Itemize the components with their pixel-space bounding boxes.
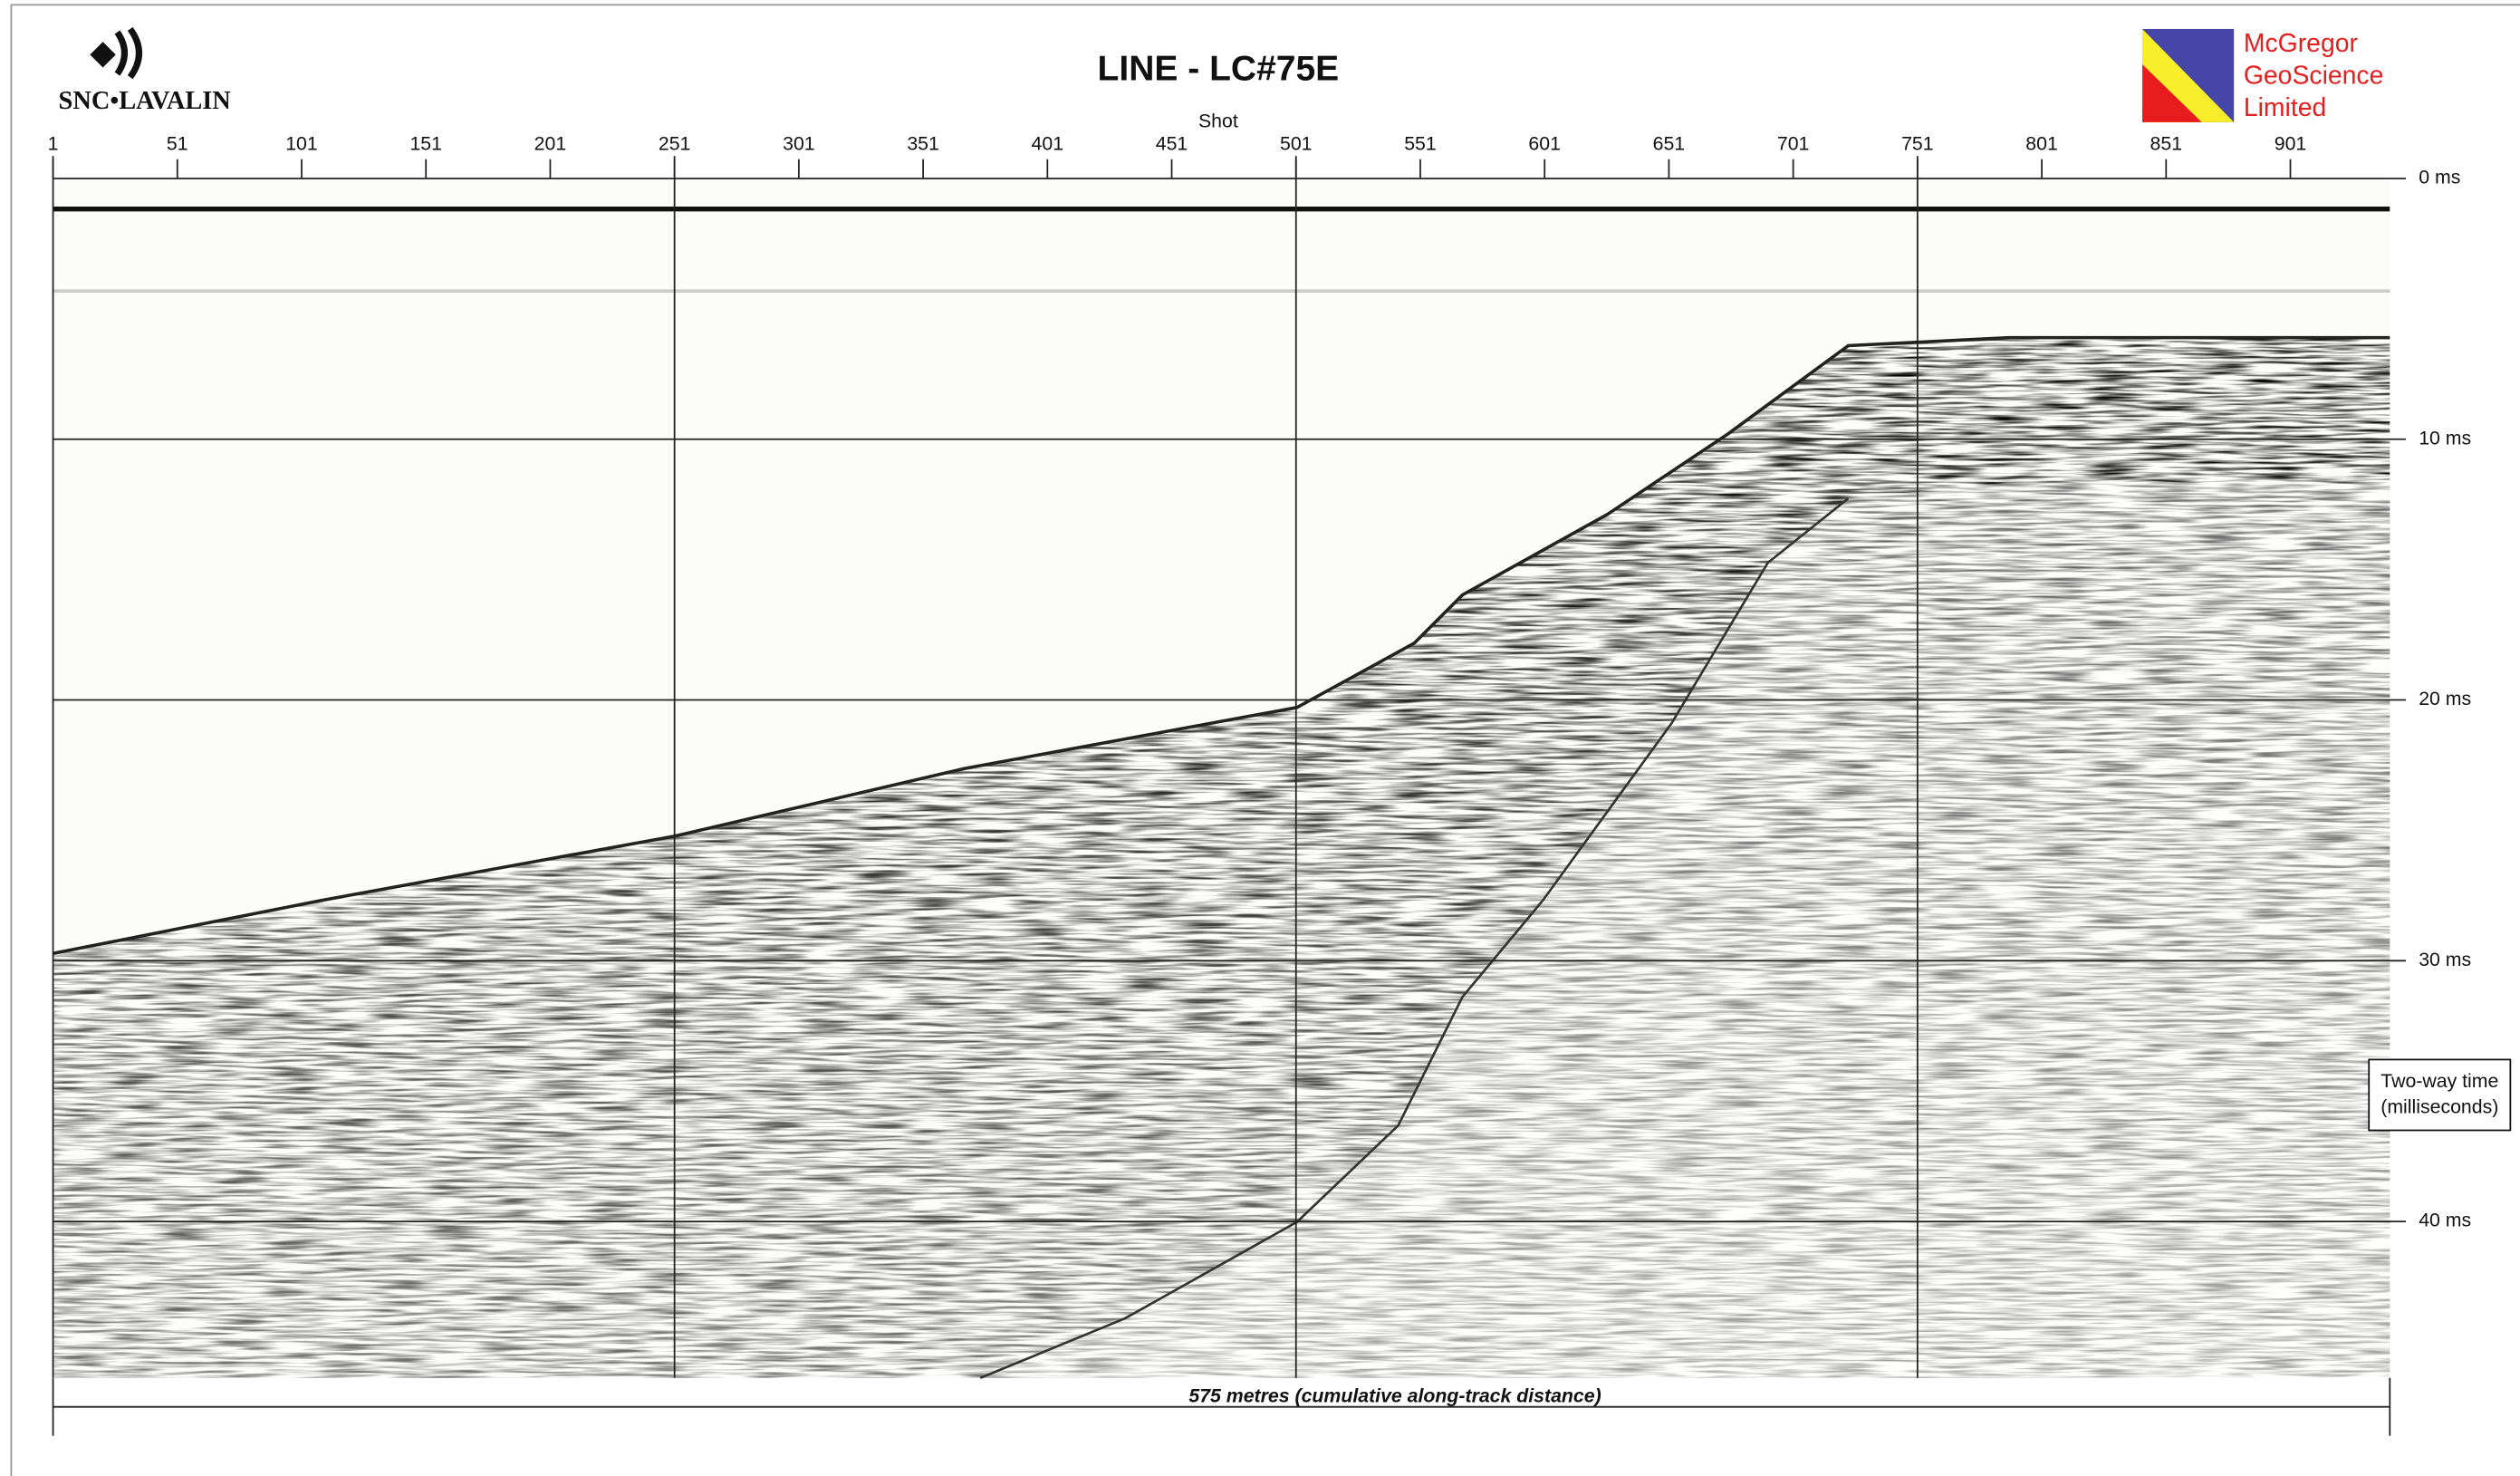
basement-shade: [980, 482, 2390, 1378]
x-tick-label: 351: [907, 132, 939, 154]
logo-text: McGregor: [2244, 29, 2358, 58]
x-tick-label: 701: [1777, 132, 1810, 154]
y-tick-label: 0 ms: [2419, 167, 2460, 188]
y-tick-label: 30 ms: [2419, 949, 2471, 970]
y-label-box: [2368, 1058, 2512, 1132]
x-tick-label: 51: [167, 132, 188, 154]
x-tick-label: 301: [783, 132, 815, 154]
x-tick-label: 401: [1032, 132, 1064, 154]
page-frame: [10, 4, 2520, 1476]
snc-logo: SNC•LAVALIN: [59, 26, 232, 115]
x-tick-label: 751: [1901, 132, 1934, 154]
x-tick-label: 851: [2150, 132, 2183, 154]
scale-bar-label: 575 metres (cumulative along-track dista…: [1188, 1385, 1601, 1407]
y-tick-label: 20 ms: [2419, 688, 2471, 709]
x-tick-label: 151: [409, 132, 442, 154]
y-axis-label: (milliseconds): [2381, 1095, 2498, 1117]
x-axis-label: Shot: [1198, 110, 1238, 131]
x-tick-label: 801: [2025, 132, 2058, 154]
x-tick-label: 601: [1528, 132, 1561, 154]
x-tick-label: 901: [2275, 132, 2307, 154]
x-tick-label: 651: [1653, 132, 1686, 154]
x-tick-label: 251: [659, 132, 691, 154]
logo-text: GeoScience: [2244, 62, 2384, 91]
x-tick-label: 451: [1156, 132, 1188, 154]
x-tick-label: 501: [1280, 132, 1313, 154]
x-tick-label: 1: [48, 132, 59, 154]
y-tick-label: 40 ms: [2419, 1210, 2471, 1231]
axes: 1 51 101 151 201 251 301 351 401 451 501 551 601 651 7…: [48, 132, 2471, 1378]
chart-title: LINE - LC#75E: [1098, 49, 1340, 88]
x-tick-label: 201: [534, 132, 567, 154]
logo-text: SNC•LAVALIN: [59, 87, 232, 115]
x-tick-label: 101: [285, 132, 318, 154]
mcgregor-logo: McGregor GeoScience Limited: [2142, 28, 2384, 122]
y-axis-label: Two-way time: [2381, 1070, 2498, 1092]
x-tick-label: 551: [1404, 132, 1437, 154]
sediment-texture: [53, 337, 2390, 1378]
logo-text: Limited: [2244, 93, 2326, 122]
seabed-reflector: [53, 335, 2390, 956]
subbottom-reflector: [979, 497, 1850, 1379]
y-tick-label: 10 ms: [2419, 427, 2471, 449]
